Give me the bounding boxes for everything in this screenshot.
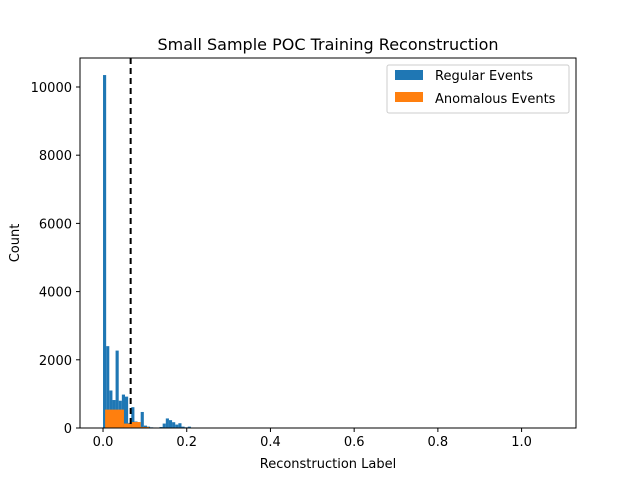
legend-label-regular: Regular Events	[435, 69, 533, 84]
x-axis-ticks: 0.0 0.2 0.4 0.6 0.8 1.0	[93, 428, 532, 450]
regular-bar	[178, 423, 182, 428]
y-tick-label: 0	[64, 422, 72, 437]
regular-bar	[109, 390, 113, 428]
x-tick-label: 0.2	[176, 435, 197, 450]
y-axis-label: Count	[8, 224, 23, 263]
plot-frame	[79, 57, 577, 429]
regular-bar	[175, 424, 179, 428]
anomalous-bar	[140, 426, 150, 428]
x-tick-label: 0.4	[260, 435, 281, 450]
anomalous-bar	[105, 409, 124, 428]
regular-bar	[131, 407, 135, 428]
regular-bar	[181, 426, 185, 428]
regular-bar	[115, 350, 119, 428]
regular-bar	[165, 418, 169, 428]
regular-bar	[106, 346, 110, 428]
regular-bar	[140, 411, 144, 428]
legend-box	[386, 64, 570, 114]
y-tick-label: 4000	[39, 286, 72, 301]
legend-swatch-regular	[395, 70, 423, 80]
y-tick-label: 8000	[39, 149, 72, 164]
regular-bar	[124, 396, 129, 428]
x-tick-label: 0.0	[93, 435, 114, 450]
regular-bar	[143, 425, 147, 428]
anomalous-bar	[131, 422, 141, 428]
legend-label-anomalous: Anomalous Events	[435, 92, 556, 107]
legend-swatch-anomalous	[395, 92, 423, 102]
y-axis-ticks: 0 2000 4000 6000 8000 10000	[31, 81, 80, 437]
y-tick-label: 2000	[39, 354, 72, 369]
regular-bar	[159, 426, 163, 428]
anomalous-bar	[123, 423, 132, 428]
regular-bar	[162, 423, 166, 428]
regular-bar	[168, 420, 173, 428]
x-tick-label: 1.0	[511, 435, 532, 450]
regular-bar	[187, 426, 191, 428]
x-tick-label: 0.6	[344, 435, 365, 450]
regular-bar	[103, 75, 107, 428]
regular-bar	[172, 422, 176, 428]
x-axis-label: Reconstruction Label	[260, 457, 397, 472]
legend: Regular Events Anomalous Events	[386, 64, 570, 114]
y-tick-label: 10000	[31, 81, 72, 96]
chart-title: Small Sample POC Training Reconstruction	[157, 35, 498, 54]
y-tick-label: 6000	[39, 217, 72, 232]
x-tick-label: 0.8	[428, 435, 449, 450]
bars-group	[103, 75, 195, 428]
